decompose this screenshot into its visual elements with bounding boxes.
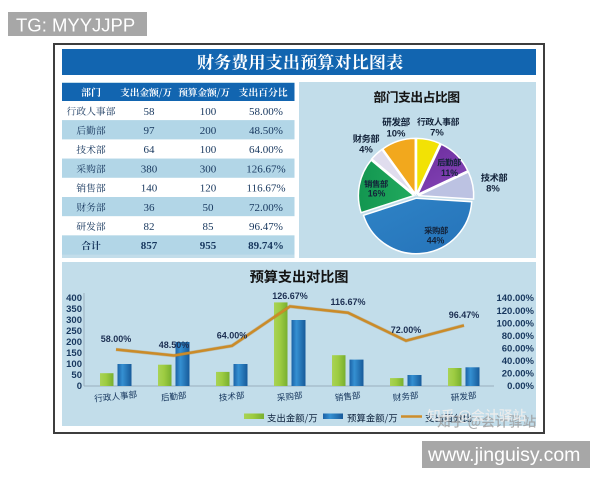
svg-text:40.00%: 40.00% <box>502 356 535 367</box>
svg-text:8%: 8% <box>486 184 500 195</box>
svg-text:TG: MYYJJPP: TG: MYYJJPP <box>16 15 135 36</box>
svg-text:200: 200 <box>66 337 82 348</box>
svg-text:140.00%: 140.00% <box>496 293 534 304</box>
svg-text:7%: 7% <box>430 128 444 139</box>
svg-text:58: 58 <box>144 106 156 118</box>
svg-text:89.74%: 89.74% <box>248 240 284 252</box>
svg-text:50: 50 <box>203 202 215 214</box>
svg-text:16%: 16% <box>368 189 386 199</box>
svg-text:350: 350 <box>66 304 82 315</box>
svg-text:300: 300 <box>200 163 217 175</box>
svg-text:857: 857 <box>141 240 158 252</box>
svg-text:955: 955 <box>200 240 217 252</box>
svg-text:10%: 10% <box>386 129 406 140</box>
svg-text:85: 85 <box>203 221 215 233</box>
svg-text:120.00%: 120.00% <box>496 306 534 317</box>
svg-text:4%: 4% <box>359 145 373 156</box>
svg-text:140: 140 <box>141 183 158 195</box>
svg-text:116.67%: 116.67% <box>246 183 285 195</box>
svg-text:82: 82 <box>144 221 155 233</box>
svg-text:44%: 44% <box>427 236 445 246</box>
svg-text:97: 97 <box>144 125 156 137</box>
svg-text:58.00%: 58.00% <box>101 334 132 344</box>
svg-text:36: 36 <box>144 202 156 214</box>
svg-text:0.00%: 0.00% <box>507 381 534 392</box>
svg-text:150: 150 <box>66 348 82 359</box>
svg-text:72.00%: 72.00% <box>391 325 422 335</box>
svg-text:0: 0 <box>77 381 82 392</box>
svg-text:48.50%: 48.50% <box>249 125 283 137</box>
svg-text:250: 250 <box>66 326 82 337</box>
svg-text:380: 380 <box>141 163 158 175</box>
svg-text:64.00%: 64.00% <box>249 144 283 156</box>
svg-text:400: 400 <box>66 293 82 304</box>
svg-text:11%: 11% <box>441 168 458 178</box>
svg-text:116.67%: 116.67% <box>330 297 365 307</box>
svg-text:20.00%: 20.00% <box>502 369 535 380</box>
svg-text:50: 50 <box>71 370 82 381</box>
svg-text:www.jinguisy.com: www.jinguisy.com <box>427 444 580 466</box>
svg-text:96.47%: 96.47% <box>449 310 480 320</box>
svg-text:72.00%: 72.00% <box>249 202 283 214</box>
svg-text:64.00%: 64.00% <box>217 330 248 340</box>
svg-text:120: 120 <box>200 183 217 195</box>
svg-text:96.47%: 96.47% <box>249 221 283 233</box>
svg-text:126.67%: 126.67% <box>272 291 308 301</box>
svg-text:48.50%: 48.50% <box>159 340 190 350</box>
svg-text:58.00%: 58.00% <box>249 106 283 118</box>
svg-text:100: 100 <box>200 106 217 118</box>
svg-text:64: 64 <box>144 144 156 156</box>
svg-text:300: 300 <box>66 315 82 326</box>
svg-text:80.00%: 80.00% <box>502 331 535 342</box>
svg-text:100.00%: 100.00% <box>496 318 534 329</box>
svg-text:126.67%: 126.67% <box>246 163 285 175</box>
svg-text:60.00%: 60.00% <box>502 343 535 354</box>
svg-text:200: 200 <box>200 125 217 137</box>
svg-text:100: 100 <box>200 144 217 156</box>
svg-text:100: 100 <box>66 359 82 370</box>
